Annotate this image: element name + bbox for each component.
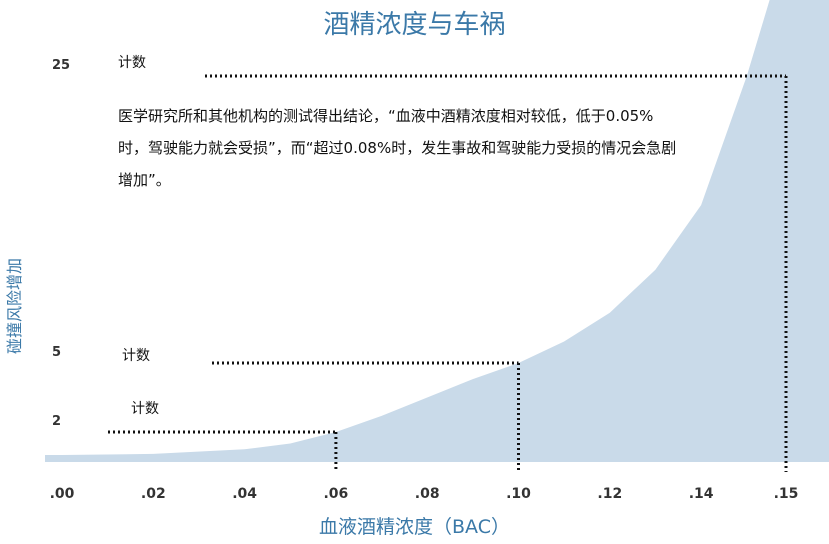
guide-lines bbox=[108, 74, 788, 472]
x-tick-label: .04 bbox=[232, 486, 257, 502]
annotation-label: 计数 bbox=[131, 401, 159, 417]
x-tick-label: .10 bbox=[506, 486, 531, 502]
x-tick-label: .12 bbox=[597, 486, 622, 502]
x-axis-label: 血液酒精浓度（BAC） bbox=[319, 516, 510, 538]
risk-area bbox=[45, 0, 829, 462]
x-tick-label: .08 bbox=[415, 486, 440, 502]
y-tick-label: 5 bbox=[52, 345, 61, 360]
annotation-label: 计数 bbox=[118, 55, 146, 71]
y-axis-label: 碰撞风险增加 bbox=[5, 258, 24, 354]
y-tick-label: 25 bbox=[52, 58, 70, 73]
x-ticks: .00 .02 .04 .06 .08 .10 .12 .14 .15 bbox=[50, 486, 799, 502]
x-tick-label: .02 bbox=[141, 486, 166, 502]
x-tick-label: .14 bbox=[689, 486, 714, 502]
x-tick-label: .00 bbox=[50, 486, 75, 502]
x-tick-label: .06 bbox=[323, 486, 348, 502]
annotation-label: 计数 bbox=[122, 348, 150, 364]
annotation-note: 医学研究所和其他机构的测试得出结论，“血液中酒精浓度相对较低，低于0.05%时，… bbox=[118, 107, 677, 189]
x-tick-label: .15 bbox=[774, 486, 799, 502]
chart-title: 酒精浓度与车祸 bbox=[323, 10, 506, 40]
y-tick-label: 2 bbox=[52, 414, 61, 429]
